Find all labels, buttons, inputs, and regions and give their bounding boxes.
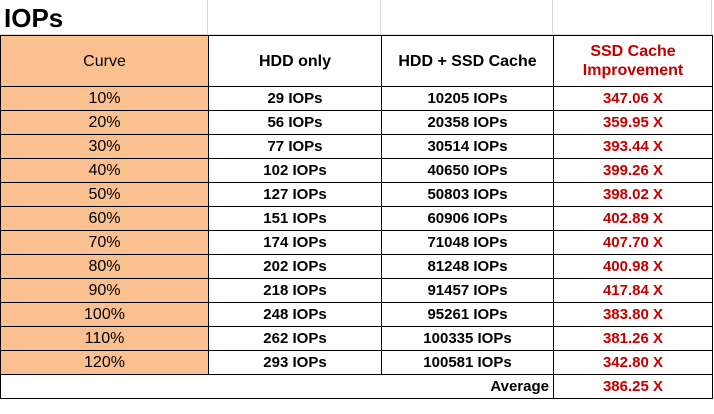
cell: 90%	[0, 278, 209, 303]
title-row	[0, 0, 712, 35]
data-row: 70% 174 IOPs 71048 IOPs 407.70 X	[0, 230, 713, 255]
cell: 383.80 X	[553, 302, 713, 327]
header-cell: Curve	[0, 35, 209, 87]
data-row: 50% 127 IOPs 50803 IOPs 398.02 X	[0, 182, 713, 207]
cell: 50803 IOPs	[381, 182, 554, 207]
data-row: 120% 293 IOPs 100581 IOPs 342.80 X	[0, 350, 713, 375]
grid-cell	[553, 0, 712, 35]
header-row: Curve HDD only HDD + SSD Cache SSD Cache Im…	[0, 35, 713, 87]
cell: 399.26 X	[553, 158, 713, 183]
cell: 202 IOPs	[208, 254, 382, 279]
cell: 40650 IOPs	[381, 158, 554, 183]
cell: 30514 IOPs	[381, 134, 554, 159]
cell: 50%	[0, 182, 209, 207]
header-cell: HDD + SSD Cache	[381, 35, 554, 87]
cell: 381.26 X	[553, 326, 713, 351]
cell: 248 IOPs	[208, 302, 382, 327]
cell: 151 IOPs	[208, 206, 382, 231]
data-row: 60% 151 IOPs 60906 IOPs 402.89 X	[0, 206, 713, 231]
cell: 80%	[0, 254, 209, 279]
cell: 81248 IOPs	[381, 254, 554, 279]
grid-cell	[208, 0, 381, 35]
cell: 127 IOPs	[208, 182, 382, 207]
cell: 100581 IOPs	[381, 350, 554, 375]
cell: 359.95 X	[553, 110, 713, 135]
cell: 102 IOPs	[208, 158, 382, 183]
data-row: 110% 262 IOPs 100335 IOPs 381.26 X	[0, 326, 713, 351]
average-label: Average	[0, 374, 554, 399]
data-row: 20% 56 IOPs 20358 IOPs 359.95 X	[0, 110, 713, 135]
cell: 262 IOPs	[208, 326, 382, 351]
cell: 29 IOPs	[208, 86, 382, 111]
data-row: 10% 29 IOPs 10205 IOPs 347.06 X	[0, 86, 713, 111]
data-row: 30% 77 IOPs 30514 IOPs 393.44 X	[0, 134, 713, 159]
cell: 393.44 X	[553, 134, 713, 159]
iops-table: Curve HDD only HDD + SSD Cache SSD Cache Im…	[0, 35, 713, 399]
cell: 342.80 X	[553, 350, 713, 375]
grid-cell	[381, 0, 553, 35]
data-row: 80% 202 IOPs 81248 IOPs 400.98 X	[0, 254, 713, 279]
cell: 174 IOPs	[208, 230, 382, 255]
cell: 398.02 X	[553, 182, 713, 207]
cell: 77 IOPs	[208, 134, 382, 159]
cell: 56 IOPs	[208, 110, 382, 135]
data-row: 40% 102 IOPs 40650 IOPs 399.26 X	[0, 158, 713, 183]
average-value: 386.25 X	[553, 374, 713, 399]
cell: 20%	[0, 110, 209, 135]
cell: 120%	[0, 350, 209, 375]
cell: 70%	[0, 230, 209, 255]
cell: 20358 IOPs	[381, 110, 554, 135]
data-row: 90% 218 IOPs 91457 IOPs 417.84 X	[0, 278, 713, 303]
cell: 347.06 X	[553, 86, 713, 111]
cell: 71048 IOPs	[381, 230, 554, 255]
header-cell: HDD only	[208, 35, 382, 87]
cell: 91457 IOPs	[381, 278, 554, 303]
grid-cell	[0, 0, 208, 35]
cell: 10%	[0, 86, 209, 111]
cell: 95261 IOPs	[381, 302, 554, 327]
cell: 400.98 X	[553, 254, 713, 279]
cell: 402.89 X	[553, 206, 713, 231]
cell: 417.84 X	[553, 278, 713, 303]
cell: 10205 IOPs	[381, 86, 554, 111]
cell: 100%	[0, 302, 209, 327]
sheet-title: IOPs	[4, 3, 64, 33]
cell: 60%	[0, 206, 209, 231]
cell: 293 IOPs	[208, 350, 382, 375]
cell: 40%	[0, 158, 209, 183]
data-row: 100% 248 IOPs 95261 IOPs 383.80 X	[0, 302, 713, 327]
cell: 100335 IOPs	[381, 326, 554, 351]
header-cell: SSD Cache Improvement	[553, 35, 713, 87]
cell: 218 IOPs	[208, 278, 382, 303]
cell: 110%	[0, 326, 209, 351]
cell: 30%	[0, 134, 209, 159]
average-row: Average 386.25 X	[0, 374, 713, 399]
cell: 60906 IOPs	[381, 206, 554, 231]
cell: 407.70 X	[553, 230, 713, 255]
